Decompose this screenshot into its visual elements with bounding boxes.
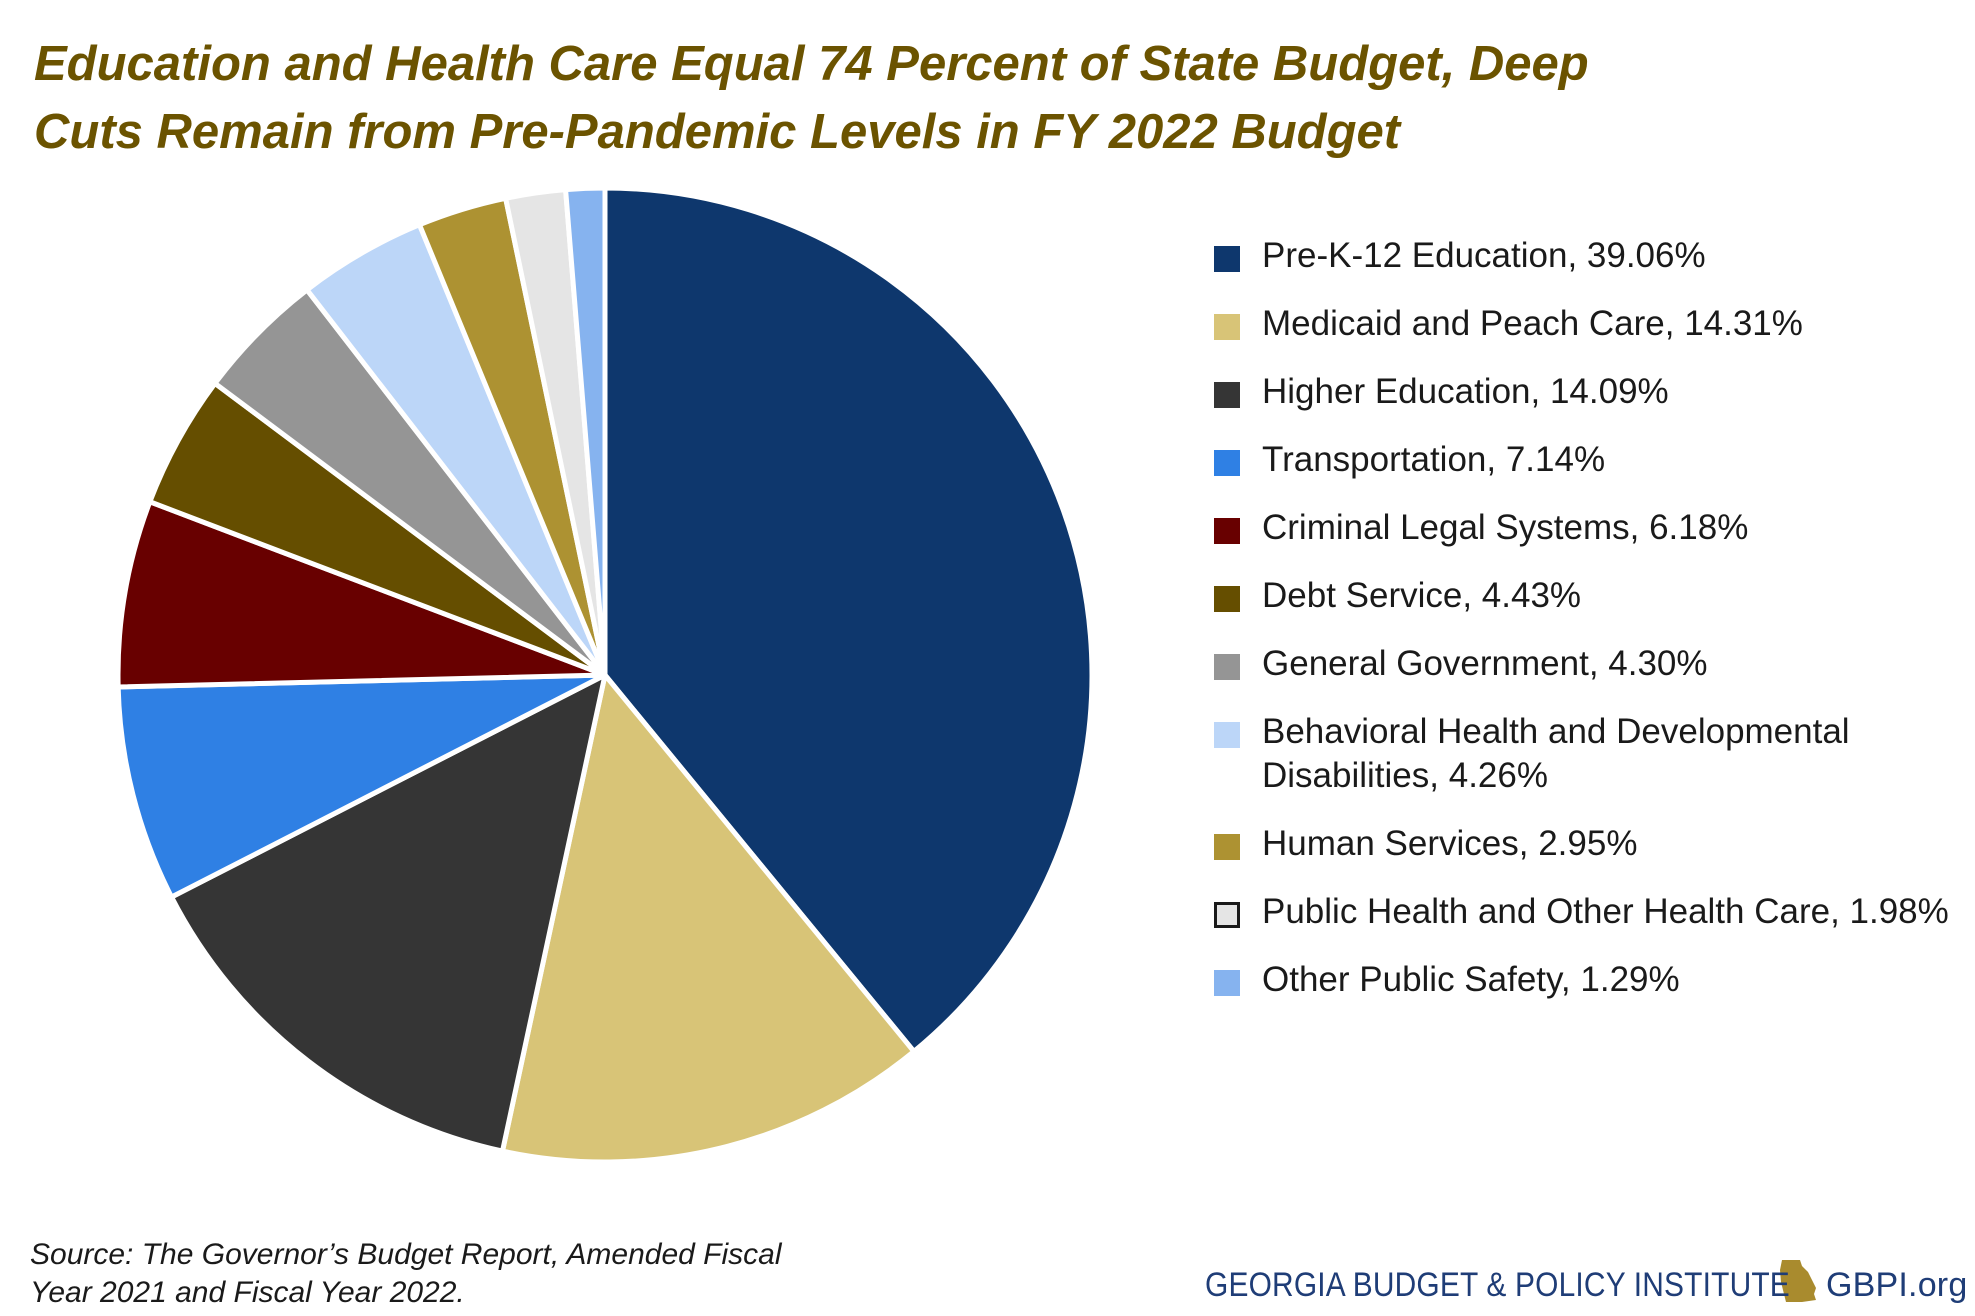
chart-legend: Pre-K-12 Education, 39.06% Medicaid and P… xyxy=(1214,234,1954,1026)
legend-label: Human Services, 2.95% xyxy=(1262,824,1638,863)
legend-label: Other Public Safety, 1.29% xyxy=(1262,960,1680,999)
legend-swatch xyxy=(1214,586,1240,612)
legend-label: Medicaid and Peach Care, 14.31% xyxy=(1262,304,1803,343)
legend-label: Transportation, 7.14% xyxy=(1262,440,1606,479)
legend-item-10: Other Public Safety, 1.29% xyxy=(1214,958,1954,1002)
legend-swatch xyxy=(1214,246,1240,272)
legend-item-4: Criminal Legal Systems, 6.18% xyxy=(1214,506,1954,550)
pie-slice-1 xyxy=(499,672,917,1165)
pie-slice-0 xyxy=(602,185,1095,1054)
organization-url[interactable]: GBPI.org xyxy=(1826,1266,1968,1304)
legend-label: General Government, 4.30% xyxy=(1262,644,1708,683)
legend-item-0: Pre-K-12 Education, 39.06% xyxy=(1214,234,1954,278)
chart-title: Education and Health Care Equal 74 Perce… xyxy=(34,30,1774,166)
legend-item-5: Debt Service, 4.43% xyxy=(1214,574,1954,618)
legend-label: Pre-K-12 Education, 39.06% xyxy=(1262,236,1706,275)
legend-item-7: Behavioral Health and Developmental Disa… xyxy=(1214,710,1954,798)
legend-item-2: Higher Education, 14.09% xyxy=(1214,370,1954,414)
legend-label: Public Health and Other Health Care, 1.9… xyxy=(1262,892,1949,931)
legend-swatch xyxy=(1214,902,1240,928)
pie-slice-2 xyxy=(169,672,608,1154)
legend-item-1: Medicaid and Peach Care, 14.31% xyxy=(1214,302,1954,346)
chart-title-line-1: Education and Health Care Equal 74 Perce… xyxy=(34,37,1589,91)
organization-name: GEORGIA BUDGET & POLICY INSTITUTE xyxy=(1205,1266,1790,1304)
source-line-1: Source: The Governor’s Budget Report, Am… xyxy=(30,1238,782,1271)
legend-swatch xyxy=(1214,654,1240,680)
legend-swatch xyxy=(1214,314,1240,340)
legend-item-3: Transportation, 7.14% xyxy=(1214,438,1954,482)
legend-swatch xyxy=(1214,970,1240,996)
legend-item-8: Human Services, 2.95% xyxy=(1214,822,1954,866)
legend-swatch xyxy=(1214,382,1240,408)
pie-slice-4 xyxy=(115,499,608,690)
legend-label: Criminal Legal Systems, 6.18% xyxy=(1262,508,1749,547)
pie-chart xyxy=(115,185,1095,1165)
footer-brand: GEORGIA BUDGET & POLICY INSTITUTE GBPI.o… xyxy=(1205,1258,1967,1313)
source-note: Source: The Governor’s Budget Report, Am… xyxy=(30,1236,980,1312)
legend-label: Higher Education, 14.09% xyxy=(1262,372,1669,411)
legend-swatch xyxy=(1214,518,1240,544)
legend-item-6: General Government, 4.30% xyxy=(1214,642,1954,686)
legend-swatch xyxy=(1214,722,1240,748)
legend-swatch xyxy=(1214,834,1240,860)
legend-label: Behavioral Health and Developmental Disa… xyxy=(1262,712,1850,795)
georgia-state-map-icon xyxy=(1778,1258,1818,1313)
legend-label: Debt Service, 4.43% xyxy=(1262,576,1582,615)
source-line-2: Year 2021 and Fiscal Year 2022. xyxy=(30,1276,465,1309)
pie-slice-10 xyxy=(563,185,608,678)
legend-item-9: Public Health and Other Health Care, 1.9… xyxy=(1214,890,1954,934)
chart-title-line-2: Cuts Remain from Pre-Pandemic Levels in … xyxy=(34,105,1401,159)
legend-swatch xyxy=(1214,450,1240,476)
pie-slice-3 xyxy=(115,672,608,900)
